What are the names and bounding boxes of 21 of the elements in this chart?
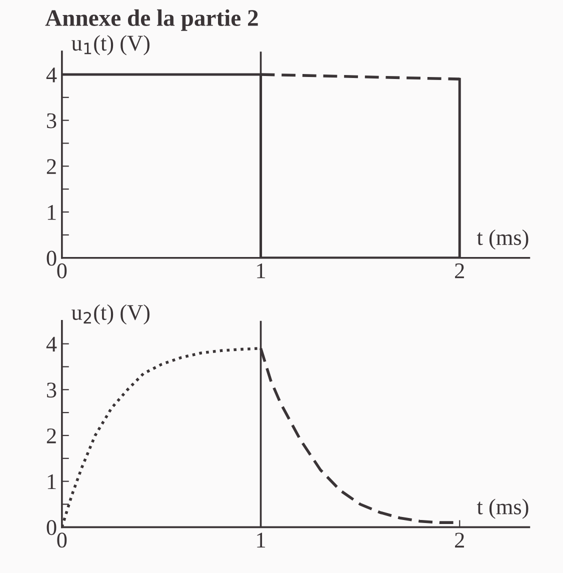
- x-axis-title: t (ms): [476, 498, 528, 519]
- y-tick-label: 1: [48, 205, 56, 220]
- x-tick-label: 0: [57, 532, 67, 548]
- y-tick-label: 1: [48, 474, 56, 490]
- y-tick-label: 3: [47, 382, 56, 398]
- x-tick-label: 2: [455, 263, 464, 278]
- y-tick-label: 0: [46, 520, 56, 536]
- x-tick-label: 1: [257, 532, 265, 548]
- y-tick-label: 4: [46, 336, 57, 352]
- y-tick-label: 2: [46, 428, 56, 444]
- y-tick-label: 2: [46, 159, 56, 174]
- y-tick-label: 0: [46, 250, 56, 266]
- y-tick-label: 4: [46, 68, 57, 82]
- chart-title: Annexe de la partie 2: [45, 9, 258, 31]
- x-tick-label: 1: [257, 263, 265, 278]
- x-tick-label: 0: [57, 263, 67, 278]
- y-axis-title: u$_{2}$(t) (V): [72, 304, 150, 325]
- x-tick-label: 2: [455, 532, 464, 548]
- y-axis-title: u$_{1}$(t) (V): [72, 35, 150, 56]
- x-axis-title: t (ms): [476, 229, 528, 250]
- y-tick-label: 3: [47, 113, 56, 128]
